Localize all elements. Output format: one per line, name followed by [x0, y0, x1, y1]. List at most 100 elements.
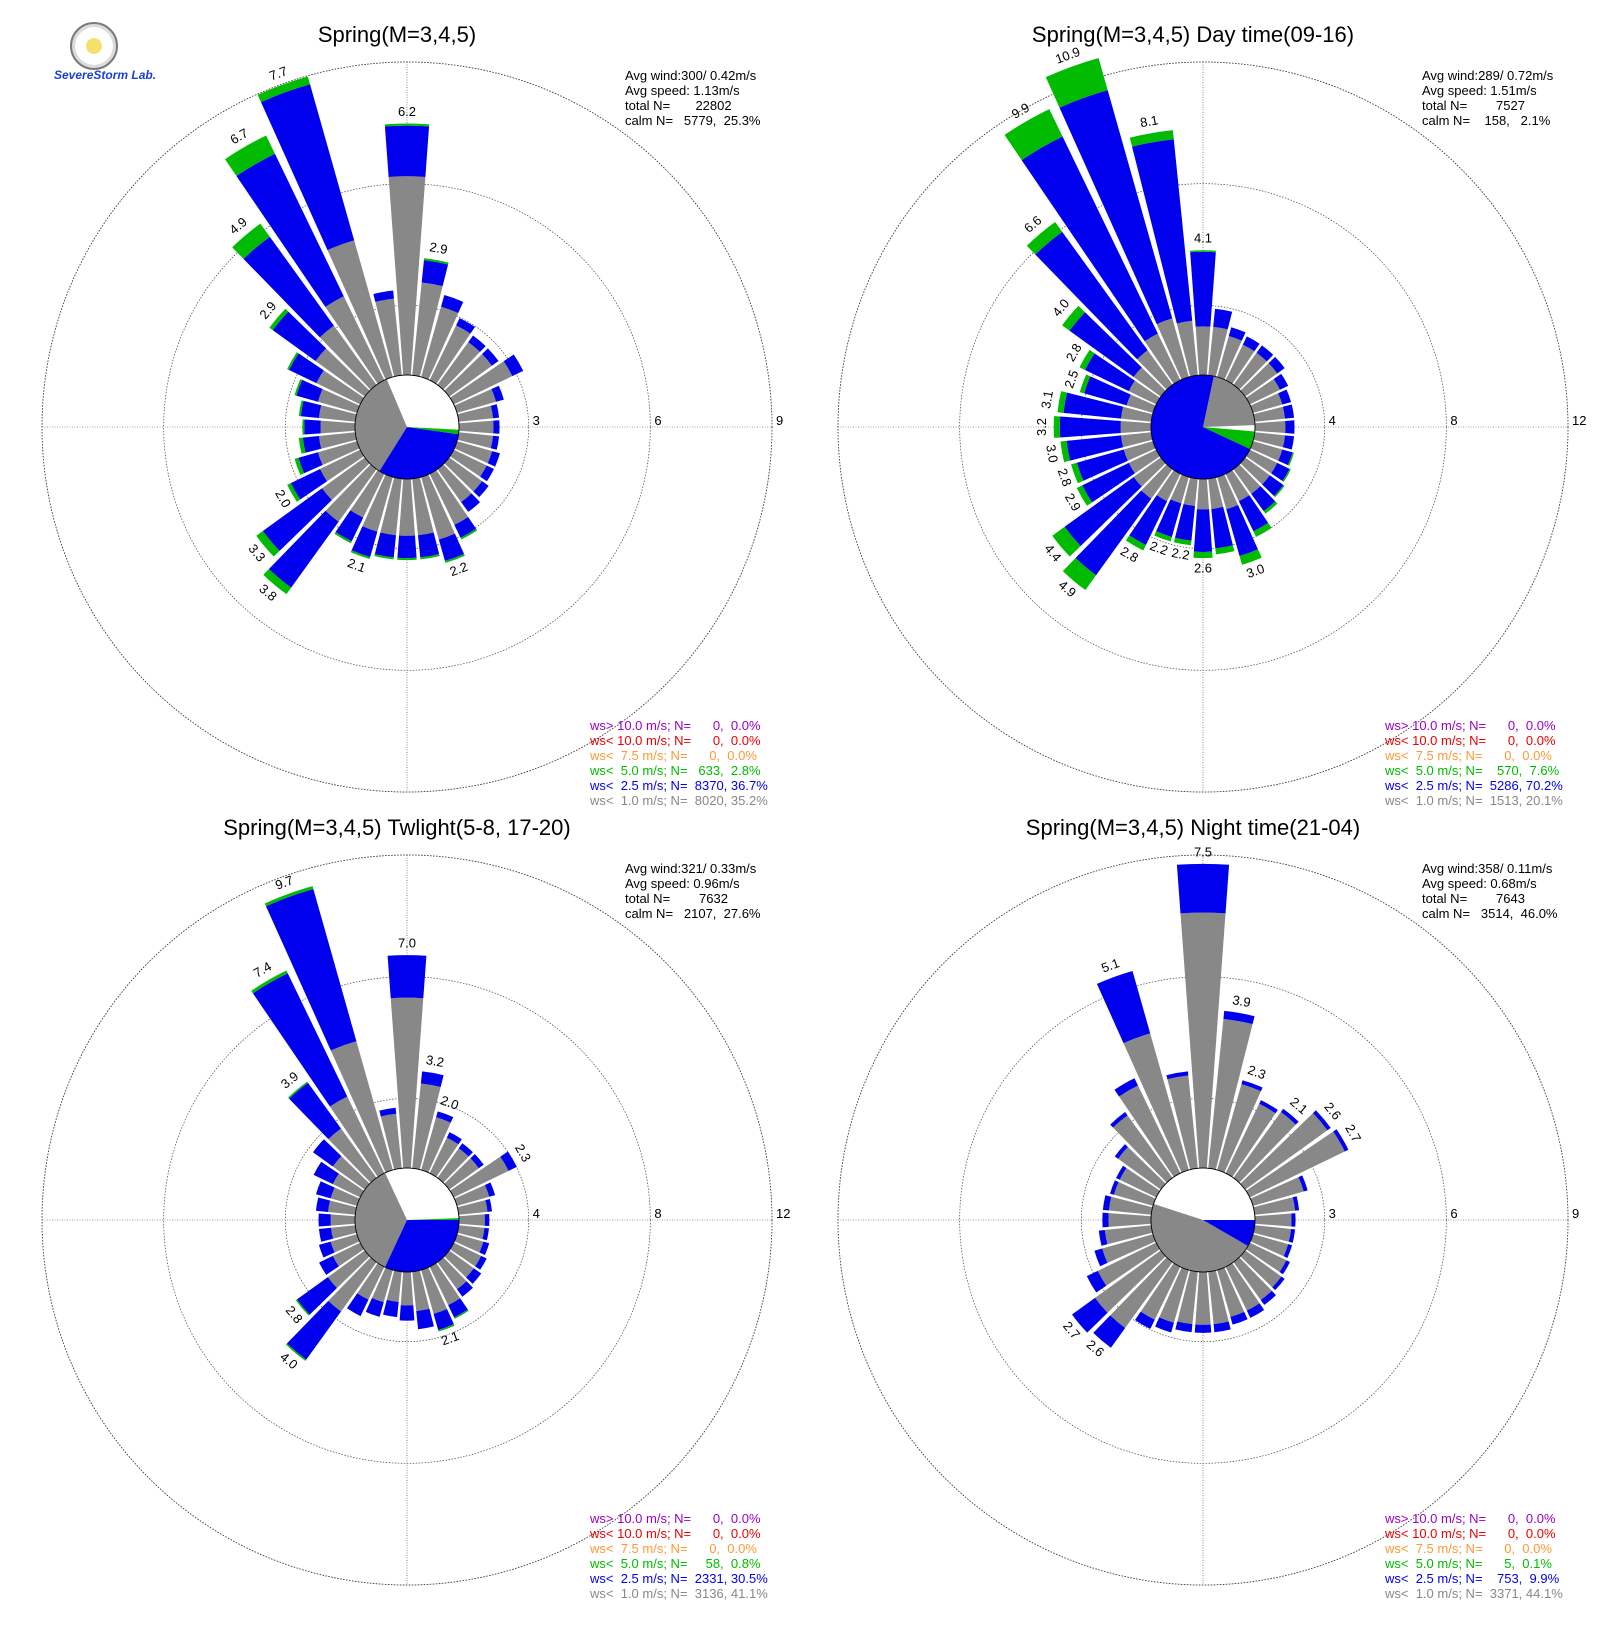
petal-segment-blue [1075, 490, 1152, 576]
petal-segment-gray [388, 176, 426, 376]
petal-segment-gray [400, 1271, 414, 1306]
petal-segment-gray [330, 1187, 360, 1206]
petal-270 [1102, 1212, 1152, 1228]
petal-30 [1225, 336, 1260, 384]
calm-pie-blue [385, 1220, 459, 1272]
petal-segment-gray [444, 1158, 479, 1190]
petal-value-label: 3.2 [1034, 418, 1049, 436]
petal-segment-blue [484, 1213, 490, 1227]
petal-segment-gray [1195, 1271, 1211, 1325]
petal-segment-gray [1170, 474, 1189, 504]
petal-segment-blue [319, 1255, 339, 1275]
petal-value-label: 3.9 [278, 1068, 301, 1091]
petal-segment-green [1060, 440, 1071, 463]
petal-130 [1240, 1250, 1285, 1291]
petal-segment-blue [1096, 970, 1151, 1044]
petal-segment-blue [265, 888, 357, 1051]
calm-pie-blue [379, 427, 459, 479]
petal-segment-gray [1208, 477, 1224, 509]
petal-segment-blue [1110, 1112, 1128, 1128]
petal-value-label: 2.7 [1342, 1122, 1364, 1145]
petal-320: 4.9 [226, 214, 377, 390]
legend-entry: ws< 5.0 m/s; N= 58, 0.8% [589, 1556, 761, 1571]
petal-segment-gray [429, 325, 471, 384]
petal-segment-gray [421, 1117, 451, 1173]
ring-label: 9 [776, 413, 783, 428]
petal-280 [298, 400, 357, 422]
petal-segment-green [269, 308, 289, 331]
petal-value-label: 2.3 [1246, 1062, 1268, 1082]
petal-segment-blue [1064, 476, 1142, 546]
petal-value-label: 5.1 [1099, 955, 1121, 975]
petal-segment-gray [1254, 1213, 1292, 1227]
petal-segment-gray [1128, 380, 1160, 405]
petal-segment-gray [437, 342, 481, 390]
petal-value-label: 3.2 [425, 1052, 445, 1070]
stats-line: calm N= 2107, 27.6% [625, 906, 761, 921]
petal-segment-blue [313, 1139, 342, 1167]
petal-70 [1250, 1175, 1308, 1206]
petal-segment-gray [1225, 1103, 1276, 1177]
petal-110 [454, 441, 500, 467]
petal-segment-gray [1250, 441, 1283, 461]
university-seal-icon [70, 22, 118, 70]
petal-segment-gray [457, 1225, 485, 1240]
petal-170 [1208, 1270, 1231, 1333]
petal-segment-green [460, 528, 478, 540]
petal-segment-gray [380, 477, 402, 536]
petal-segment-gray [1128, 449, 1160, 474]
calm-pie-green [1203, 427, 1255, 449]
petal-segment-gray [330, 1234, 360, 1253]
petal-segment-green [1274, 484, 1285, 498]
petal-segment-gray [1108, 1213, 1152, 1227]
petal-segment-gray [1167, 1075, 1198, 1170]
petal-segment-blue [1241, 1080, 1263, 1092]
petal-segment-blue [1175, 1321, 1193, 1333]
petal-290: 2.5 [1061, 368, 1156, 413]
wind-rose-panel-4: 3 6 97.53.92.32.1 2.62.72.62.75.1Spring(M=3… [837, 815, 1579, 1601]
petal-segment-blue [1333, 1129, 1349, 1152]
petal-segment-blue [1114, 1144, 1128, 1159]
petal-150 [1225, 470, 1272, 537]
petal-segment-gray [1240, 363, 1278, 397]
petal-segment-blue [373, 290, 394, 302]
petal-segment-gray [1119, 1167, 1160, 1198]
petal-value-label: 2.9 [256, 298, 279, 321]
petal-20 [1217, 327, 1246, 380]
petal-segment-blue [1312, 1110, 1331, 1131]
petal-segment-blue [503, 354, 524, 377]
petal-180 [1194, 1271, 1212, 1333]
petal-110 [454, 1234, 490, 1256]
petal-segment-blue [1279, 1260, 1290, 1275]
petal-segment-blue [484, 1182, 496, 1197]
petal-200: 2.1 [346, 474, 393, 575]
petal-50 [1240, 356, 1285, 397]
petal-70 [1250, 389, 1292, 413]
petal-100 [457, 432, 500, 450]
petal-segment-gray [1233, 464, 1261, 494]
calm-pie-green [407, 1218, 459, 1220]
petal-segment-blue [260, 84, 355, 251]
petal-280: 3.1 [1038, 389, 1153, 422]
petal-350 [379, 1107, 402, 1170]
petal-segment-gray [328, 1128, 377, 1183]
petal-340: 9.7 [264, 872, 393, 1173]
petal-210 [346, 1263, 385, 1317]
petal-200 [365, 1267, 393, 1317]
petal-segment-blue [290, 469, 328, 500]
petal-segment-blue [1102, 1195, 1112, 1211]
petal-segment-gray [1119, 1085, 1181, 1177]
petal-segment-gray [328, 1257, 377, 1312]
petal-segment-blue [420, 1071, 444, 1088]
petal-130 [444, 457, 489, 498]
petal-70 [454, 1182, 496, 1206]
petal-segment-gray [1246, 1242, 1287, 1273]
petal-segment-gray [320, 449, 364, 482]
petal-segment-gray [330, 1214, 356, 1226]
petal-segment-gray [1208, 1270, 1229, 1325]
petal-segment-gray [457, 432, 494, 449]
petal-segment-gray [317, 389, 360, 413]
wind-rose-panel-2: 4 8 124.13.02.62.22.22.84.94.42.92.83.03.2… [837, 22, 1586, 808]
petal-310 [313, 1139, 370, 1190]
calm-circle-outline [1150, 1167, 1256, 1273]
